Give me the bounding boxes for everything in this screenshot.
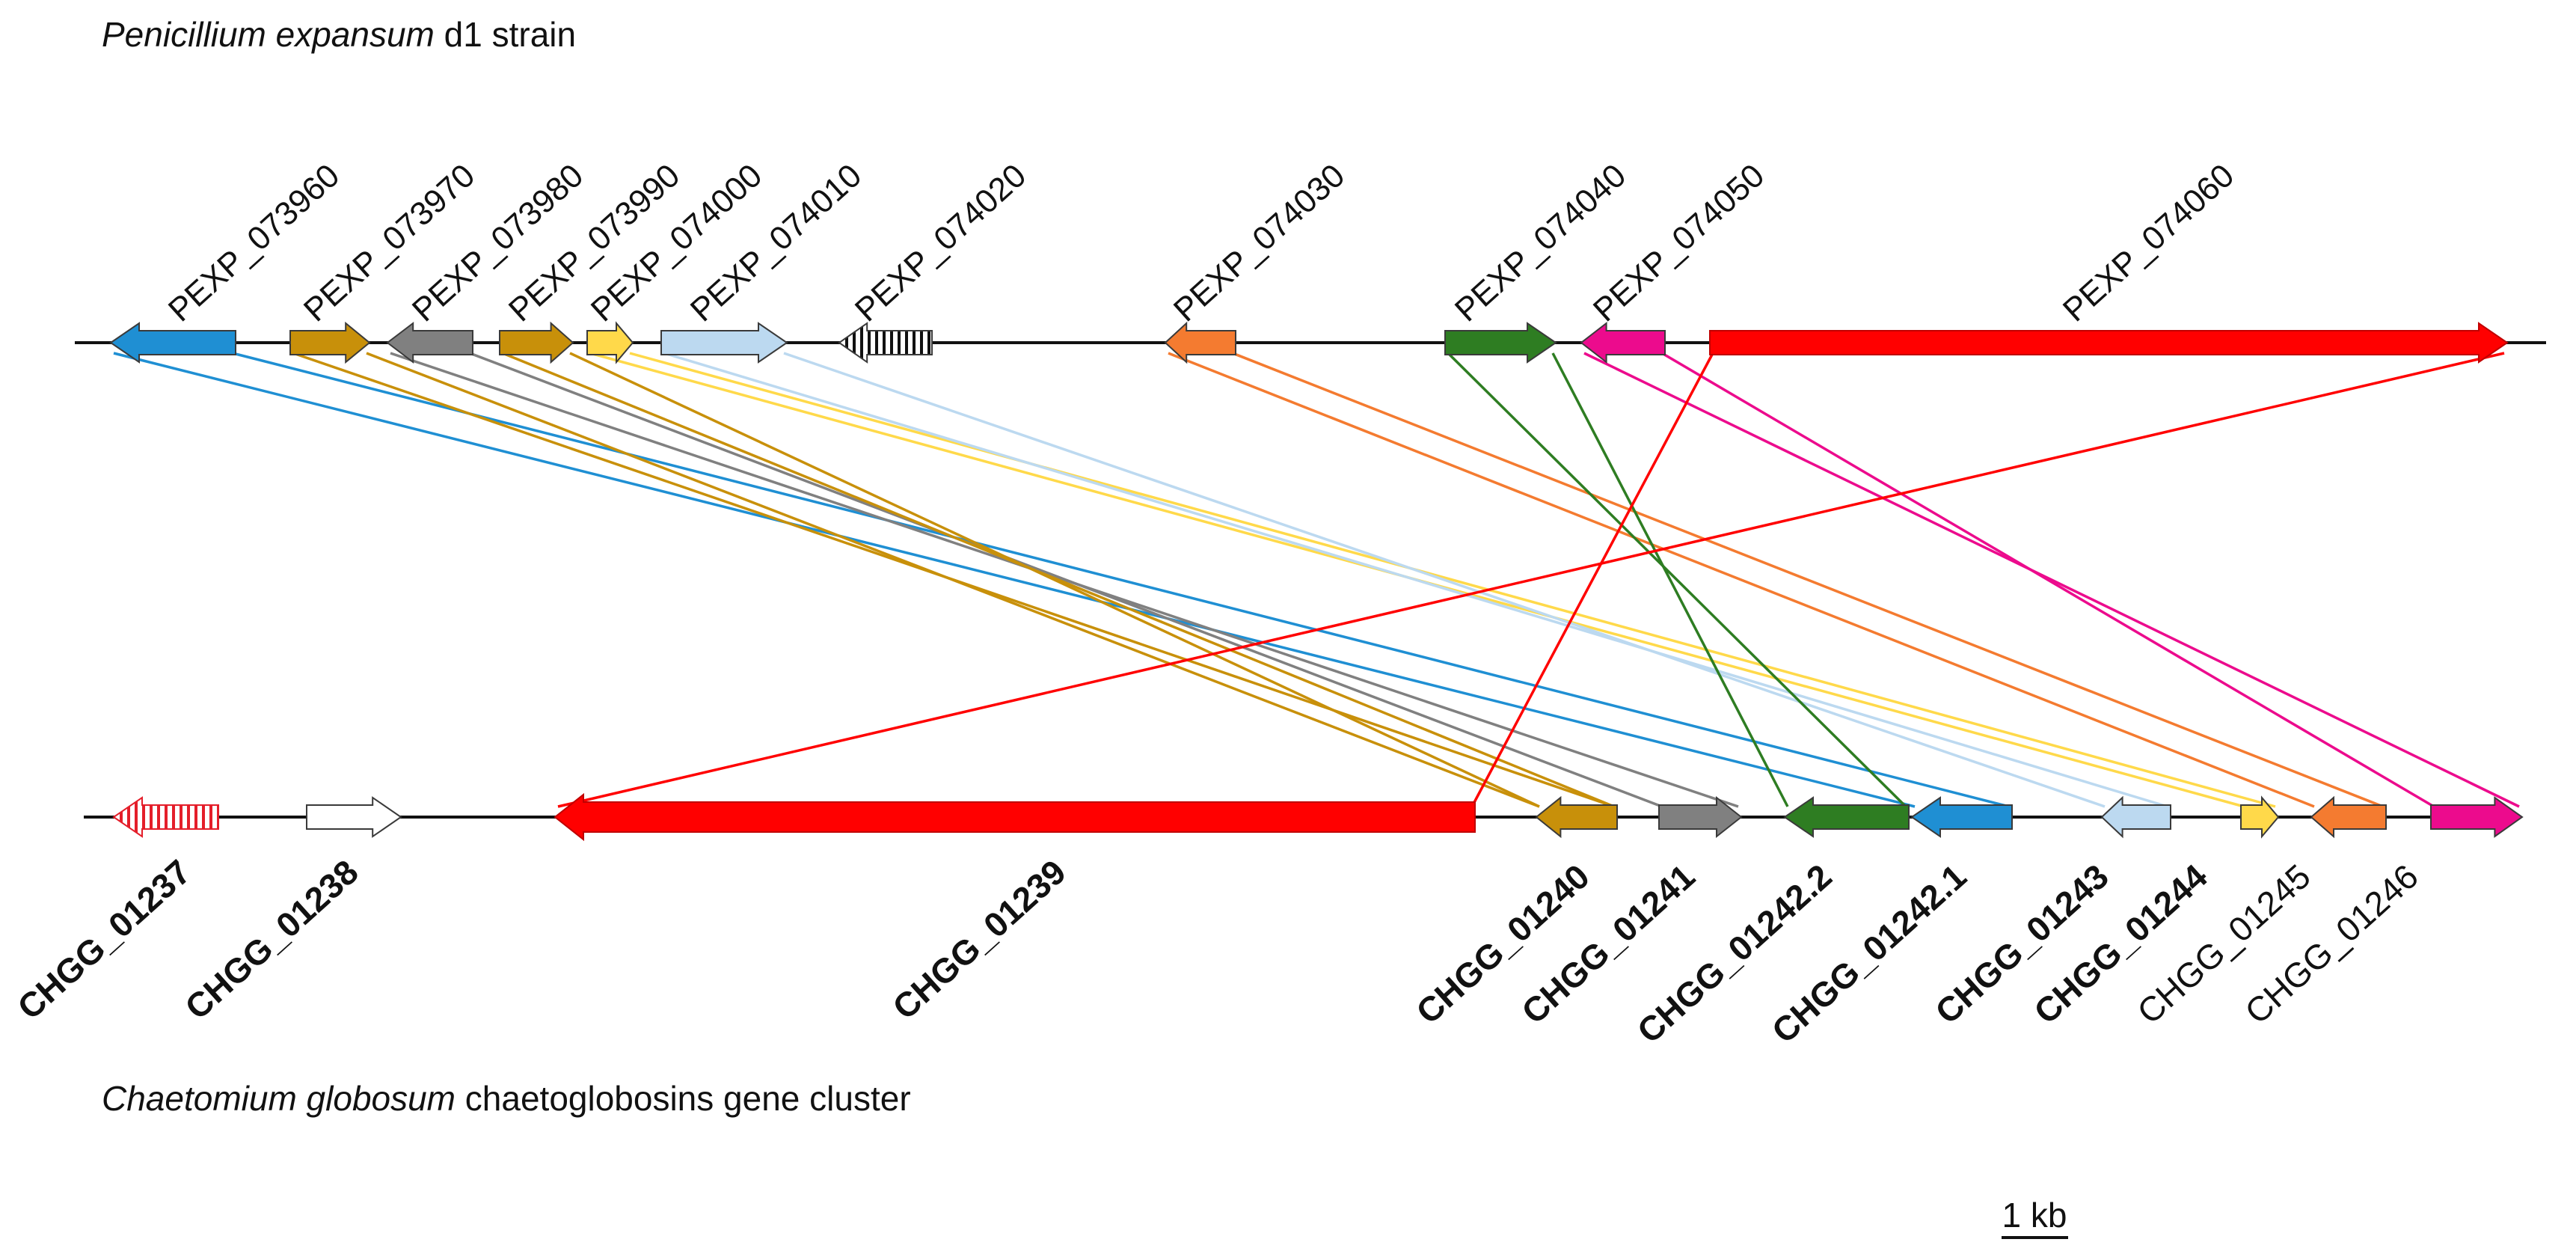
bottom-gene-arrow-chgg-01239 (553, 792, 1476, 842)
homology-link-pexp-074000-to-chgg-01244-2 (629, 352, 2276, 808)
bottom-gene-arrow-chgg-01244 (2240, 795, 2280, 839)
top-gene-label-pexp-074030: PEXP_074030 (1167, 157, 1352, 329)
bottom-cluster-suffix: chaetoglobosins gene cluster (456, 1079, 911, 1118)
top-gene-arrow-pexp-074010 (660, 322, 788, 364)
homology-link-pexp-074050-to-chgg-01246-1 (1583, 352, 2520, 808)
top-species-name: Penicillium expansum (102, 15, 435, 54)
top-gene-label-pexp-074010: PEXP_074010 (684, 157, 868, 329)
bottom-gene-arrow-chgg-01242-1 (1910, 796, 2013, 838)
top-gene-label-pexp-074020: PEXP_074020 (848, 157, 1033, 329)
homology-link-pexp-074050-to-chgg-01246-2 (1661, 352, 2435, 808)
homology-link-pexp-074060-to-chgg-01239-1 (1471, 352, 1714, 807)
top-gene-label-pexp-074060: PEXP_074060 (2056, 157, 2241, 329)
homology-link-pexp-073960-to-chgg-01242-1-2 (232, 352, 2010, 808)
bottom-gene-track (112, 792, 2524, 842)
top-strain-title: Penicillium expansum d1 strain (102, 15, 576, 54)
top-gene-labels: PEXP_073960PEXP_073970PEXP_073980PEXP_07… (162, 157, 2241, 329)
homology-link-pexp-074040-to-chgg-01242-2-2 (1551, 352, 1789, 807)
bottom-gene-arrow-chgg-01241 (1658, 795, 1743, 839)
bottom-gene-arrow-chgg-01245 (2310, 795, 2387, 839)
top-gene-arrow-pexp-073970 (289, 321, 371, 364)
bottom-gene-label-chgg-01239: CHGG_01239 (885, 852, 1073, 1027)
homology-link-pexp-074060-to-chgg-01239-2 (557, 352, 2505, 808)
top-gene-arrow-pexp-074060 (1709, 322, 2509, 364)
top-gene-arrow-pexp-073980 (386, 321, 473, 364)
bottom-gene-label-chgg-01237: CHGG_01237 (10, 852, 197, 1027)
homology-link-pexp-074010-to-chgg-01243-1 (663, 352, 2168, 808)
top-gene-track (109, 321, 2509, 364)
top-gene-arrow-pexp-074050 (1580, 321, 1666, 364)
homology-link-pexp-074030-to-chgg-01245-1 (1168, 352, 2315, 808)
bottom-gene-arrow-chgg-01243 (2100, 795, 2171, 839)
homology-link-pexp-074030-to-chgg-01245-2 (1232, 352, 2384, 808)
homology-link-pexp-073960-to-chgg-01242-1-1 (113, 352, 1916, 808)
bottom-gene-arrow-chgg-01246 (2430, 796, 2524, 838)
homology-link-pexp-073990-to-chgg-01240-1 (502, 352, 1615, 808)
bottom-gene-arrow-chgg-01237 (112, 796, 219, 838)
top-strain-suffix: d1 strain (435, 15, 576, 54)
scale-bar-label: 1 kb (2002, 1196, 2067, 1235)
homology-link-pexp-073970-to-chgg-01240-2 (366, 352, 1540, 808)
top-gene-arrow-pexp-074040 (1444, 322, 1557, 364)
bottom-cluster-title: Chaetomium globosum chaetoglobosins gene… (102, 1079, 911, 1118)
top-gene-arrow-pexp-074000 (586, 321, 634, 364)
bottom-gene-arrow-chgg-01238 (306, 796, 402, 838)
top-gene-arrow-pexp-073990 (499, 321, 574, 364)
bottom-gene-arrow-chgg-01242-2 (1783, 796, 1910, 838)
homology-link-pexp-073990-to-chgg-01240-2 (569, 352, 1540, 808)
homology-link-pexp-074040-to-chgg-01242-2-1 (1447, 352, 1907, 808)
bottom-species-name: Chaetomium globosum (102, 1079, 456, 1118)
homology-link-pexp-073980-to-chgg-01241-2 (469, 352, 1663, 808)
top-gene-arrow-pexp-074030 (1164, 321, 1236, 364)
bottom-gene-arrow-chgg-01240 (1535, 795, 1618, 839)
homology-link-pexp-074010-to-chgg-01243-2 (783, 352, 2106, 808)
top-gene-arrow-pexp-073960 (109, 322, 236, 364)
homology-links (113, 352, 2520, 808)
top-gene-arrow-pexp-074020 (838, 322, 933, 364)
bottom-gene-label-chgg-01238: CHGG_01238 (177, 852, 365, 1027)
bottom-gene-label-chgg-01244: CHGG_01244 (2026, 857, 2215, 1032)
